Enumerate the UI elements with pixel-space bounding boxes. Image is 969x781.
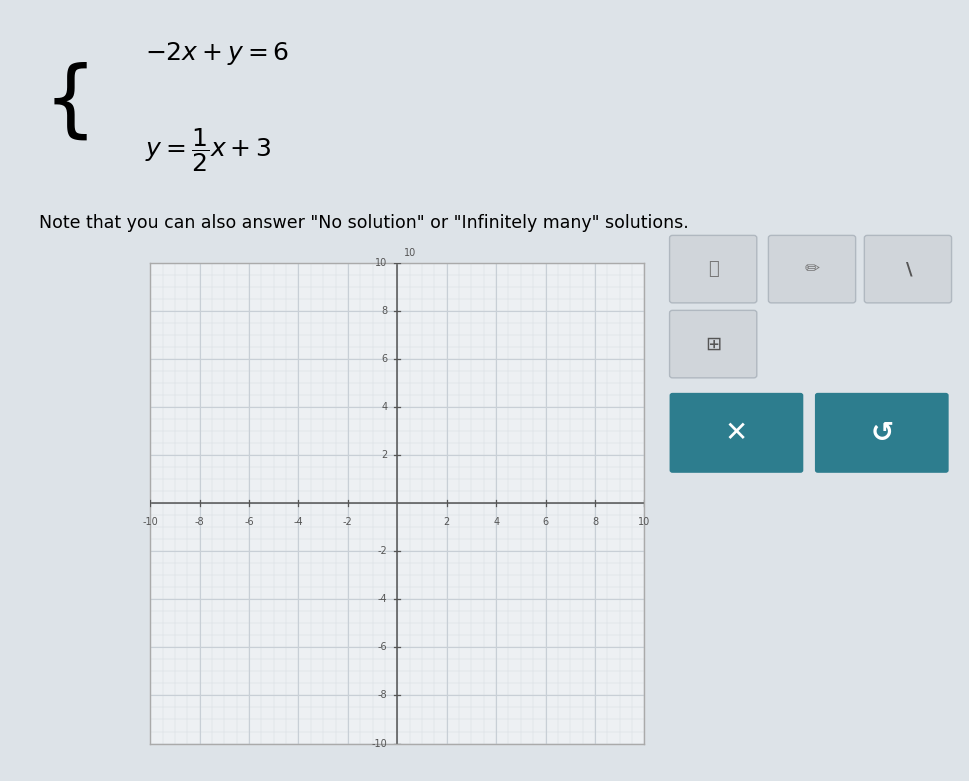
Text: ⊞: ⊞ bbox=[705, 334, 721, 354]
Text: 6: 6 bbox=[543, 516, 548, 526]
Text: 2: 2 bbox=[381, 451, 388, 460]
Text: -8: -8 bbox=[195, 516, 204, 526]
Text: 8: 8 bbox=[592, 516, 598, 526]
Text: -6: -6 bbox=[244, 516, 254, 526]
Text: Note that you can also answer "No solution" or "Infinitely many" solutions.: Note that you can also answer "No soluti… bbox=[39, 213, 689, 232]
Text: ✕: ✕ bbox=[725, 419, 748, 447]
Text: 10: 10 bbox=[403, 248, 416, 259]
FancyBboxPatch shape bbox=[864, 235, 952, 303]
Text: -4: -4 bbox=[378, 594, 388, 604]
Text: -8: -8 bbox=[378, 690, 388, 701]
Text: $\left\{\ \right.$: $\left\{\ \right.$ bbox=[43, 61, 88, 142]
Text: -2: -2 bbox=[343, 516, 353, 526]
FancyBboxPatch shape bbox=[670, 310, 757, 378]
FancyBboxPatch shape bbox=[670, 393, 803, 473]
Text: $y=\dfrac{1}{2}x+3$: $y=\dfrac{1}{2}x+3$ bbox=[145, 126, 272, 173]
Text: 6: 6 bbox=[381, 355, 388, 364]
Text: 10: 10 bbox=[639, 516, 650, 526]
Text: ↺: ↺ bbox=[870, 419, 893, 447]
Text: 8: 8 bbox=[381, 306, 388, 316]
Text: \: \ bbox=[906, 260, 913, 278]
Text: -10: -10 bbox=[372, 739, 388, 748]
Text: -6: -6 bbox=[378, 643, 388, 652]
Text: 4: 4 bbox=[493, 516, 499, 526]
Text: ⬜: ⬜ bbox=[707, 260, 719, 278]
FancyBboxPatch shape bbox=[670, 235, 757, 303]
Text: $-2x+y=6$: $-2x+y=6$ bbox=[145, 40, 290, 67]
Text: -2: -2 bbox=[378, 547, 388, 556]
Text: ✏: ✏ bbox=[804, 260, 820, 278]
Text: -10: -10 bbox=[142, 516, 158, 526]
Text: 2: 2 bbox=[444, 516, 450, 526]
Text: 10: 10 bbox=[375, 259, 388, 268]
Text: 4: 4 bbox=[381, 402, 388, 412]
FancyBboxPatch shape bbox=[768, 235, 856, 303]
FancyBboxPatch shape bbox=[815, 393, 949, 473]
Text: -4: -4 bbox=[294, 516, 303, 526]
